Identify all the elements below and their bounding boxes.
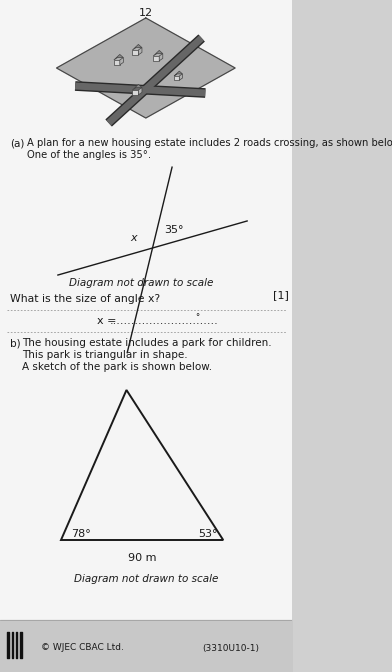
Text: A plan for a new housing estate includes 2 roads crossing, as shown below.: A plan for a new housing estate includes… — [27, 138, 392, 148]
Polygon shape — [132, 90, 138, 95]
Text: Diagram not drawn to scale: Diagram not drawn to scale — [69, 278, 214, 288]
Polygon shape — [114, 60, 120, 65]
Text: (a): (a) — [11, 138, 25, 148]
Text: Diagram not drawn to scale: Diagram not drawn to scale — [74, 574, 218, 584]
Text: What is the size of angle x?: What is the size of angle x? — [11, 294, 161, 304]
Text: A sketch of the park is shown below.: A sketch of the park is shown below. — [22, 362, 212, 372]
Polygon shape — [138, 48, 142, 55]
Polygon shape — [138, 87, 142, 95]
Polygon shape — [179, 74, 182, 80]
Polygon shape — [56, 18, 235, 118]
Text: One of the angles is 35°.: One of the angles is 35°. — [27, 150, 151, 160]
Polygon shape — [132, 85, 142, 90]
Polygon shape — [159, 54, 163, 60]
Text: b): b) — [11, 338, 21, 348]
Polygon shape — [132, 44, 142, 50]
Text: (3310U10-1): (3310U10-1) — [202, 644, 259, 653]
Polygon shape — [153, 50, 163, 56]
Polygon shape — [174, 71, 182, 76]
Polygon shape — [120, 58, 123, 65]
Text: 12: 12 — [139, 8, 153, 18]
Polygon shape — [174, 76, 179, 80]
Text: This park is triangular in shape.: This park is triangular in shape. — [22, 350, 188, 360]
Text: x =: x = — [97, 316, 120, 326]
FancyBboxPatch shape — [0, 0, 292, 672]
Polygon shape — [114, 54, 123, 60]
Text: 35°: 35° — [164, 225, 184, 235]
Polygon shape — [132, 50, 138, 55]
Text: The housing estate includes a park for children.: The housing estate includes a park for c… — [22, 338, 272, 348]
Text: 53°: 53° — [198, 529, 217, 539]
Text: [1]: [1] — [273, 290, 289, 300]
Text: 90 m: 90 m — [128, 553, 156, 563]
Polygon shape — [153, 56, 159, 60]
Text: 78°: 78° — [71, 529, 91, 539]
Text: © WJEC CBAC Ltd.: © WJEC CBAC Ltd. — [41, 644, 124, 653]
Text: x: x — [130, 233, 136, 243]
Text: °: ° — [196, 313, 200, 322]
Text: ..............................: .............................. — [110, 316, 219, 326]
